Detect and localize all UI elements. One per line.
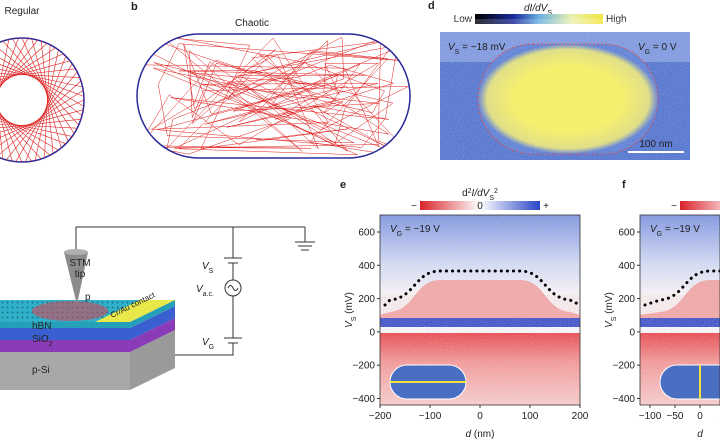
x-axis-label: d (nm) xyxy=(466,429,495,440)
gate-note: VG = −19 V xyxy=(650,224,700,238)
x-tick-label: 200 xyxy=(572,411,589,422)
dos-second-derivative-map xyxy=(640,215,720,405)
y-tick-label: 200 xyxy=(358,294,375,305)
panel-b-title: Chaotic xyxy=(235,18,269,29)
panel-label: e xyxy=(340,179,346,191)
y-tick-label: 200 xyxy=(618,294,635,305)
source-label: VS xyxy=(202,261,214,275)
stadium-outline xyxy=(136,33,411,159)
device-stack xyxy=(0,249,175,390)
source-label: VG xyxy=(202,337,214,351)
bias-note: VS = −18 mV xyxy=(448,42,506,56)
x-tick-label: 0 xyxy=(477,411,483,422)
colorbar xyxy=(420,201,540,210)
scale-bar-label: 100 nm xyxy=(639,139,672,150)
schematic xyxy=(75,226,315,356)
x-tick-label: 0 xyxy=(697,411,703,422)
colorbar xyxy=(680,201,720,210)
y-tick-label: 0 xyxy=(629,327,635,338)
panel-label: f xyxy=(622,179,626,191)
panel-panel_e: e d2I/dVS2 − 0 + VG = −19 V 600 400 200 0 −200 −400… xyxy=(340,179,589,440)
panel-a-title: Regular xyxy=(4,6,40,17)
y-tick-label: −400 xyxy=(612,394,635,405)
panel-label: d xyxy=(428,0,435,12)
tip-label: STM xyxy=(69,258,90,269)
layer-label: SiO2 xyxy=(32,334,53,348)
x-tick-label: 100 xyxy=(522,411,539,422)
y-axis-label: VS (mV) xyxy=(604,292,618,328)
colorbar-title: dI/dVS xyxy=(524,3,552,17)
colorbar-tick: + xyxy=(543,201,549,212)
colorbar-high: High xyxy=(606,14,627,25)
trajectory xyxy=(0,37,85,163)
gate-note: VG = −19 V xyxy=(390,224,440,238)
colorbar-tick: − xyxy=(671,201,677,212)
trajectory xyxy=(137,34,410,158)
regular-billiard xyxy=(0,37,85,163)
chaotic-billiard xyxy=(137,34,410,158)
y-axis-label: VS (mV) xyxy=(344,292,358,328)
colorbar xyxy=(475,14,603,24)
colorbar-tick: − xyxy=(411,201,417,212)
dos-map xyxy=(440,32,690,160)
y-tick-label: 600 xyxy=(358,228,375,239)
x-tick-label: −100 xyxy=(639,411,662,422)
x-tick-label: −100 xyxy=(419,411,442,422)
panel-label: b xyxy=(131,1,138,13)
layer-label: hBN xyxy=(32,321,51,332)
y-tick-label: 600 xyxy=(618,228,635,239)
source-label: Va.c. xyxy=(196,284,214,298)
y-tick-label: −400 xyxy=(352,394,375,405)
plot-frame xyxy=(639,214,720,406)
x-tick-label: −50 xyxy=(667,411,684,422)
dos-second-derivative-map xyxy=(380,215,580,405)
panel-panel_f: fd2I/dVS2−0VG = −19 V6004002000−200−400−… xyxy=(604,179,720,440)
region-label: p xyxy=(85,292,91,303)
y-tick-label: 400 xyxy=(618,261,635,272)
x-tick-label: −200 xyxy=(369,411,392,422)
y-tick-label: 400 xyxy=(358,261,375,272)
colorbar-title: d2I/dVS2 xyxy=(462,188,498,202)
y-tick-label: −200 xyxy=(352,361,375,372)
colorbar-low: Low xyxy=(454,14,473,25)
y-tick-label: −200 xyxy=(612,361,635,372)
gate-note: VG = 0 V xyxy=(638,42,677,56)
y-tick-label: 0 xyxy=(369,327,375,338)
x-axis-label: d xyxy=(697,429,703,440)
colorbar-tick: 0 xyxy=(477,201,483,212)
tip-label: tip xyxy=(75,269,86,280)
layer-label: p-Si xyxy=(32,365,50,376)
